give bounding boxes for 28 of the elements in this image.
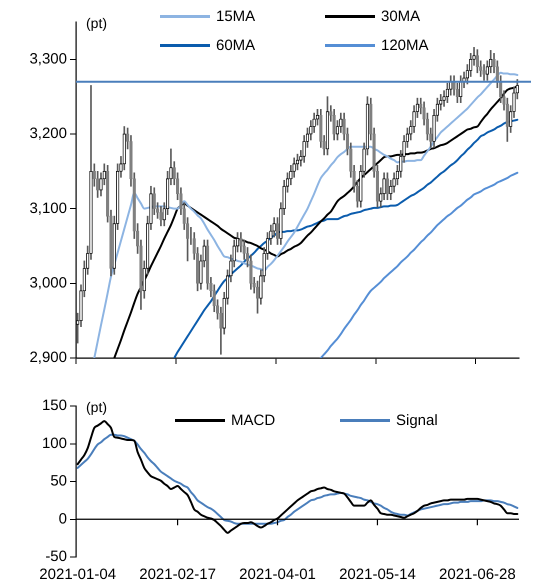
candlestick [326, 96, 330, 156]
legend-label: 120MA [381, 37, 429, 54]
y-tick-label: 3,300 [29, 50, 67, 68]
x-tick-label: 2021-06-28 [438, 566, 516, 584]
y-tick-label: 3,000 [29, 274, 67, 292]
y-axis-title: (pt) [86, 14, 107, 31]
candlestick [386, 172, 390, 200]
y-tick-label: 2,900 [29, 349, 67, 366]
y-tick-label: 3,200 [29, 125, 67, 142]
x-tick-label: 2021-01-04 [39, 566, 116, 584]
y-tick-label: 150 [42, 397, 67, 414]
x-tick-label: 2021-05-14 [339, 566, 416, 584]
y-tick-label: 50 [50, 472, 67, 490]
legend-label: MACD [231, 412, 276, 429]
y-tick-label: -50 [45, 548, 67, 566]
legend-label: 60MA [216, 37, 256, 54]
legend-label: Signal [396, 412, 438, 429]
x-tick-label: 2021-04-01 [239, 566, 316, 584]
y-tick-label: 100 [42, 434, 67, 452]
legend-label: 30MA [381, 8, 420, 25]
y-tick-label: 3,100 [29, 200, 67, 217]
y-tick-label: 0 [58, 510, 67, 528]
candlestick [482, 64, 486, 81]
y-axis-title: (pt) [86, 398, 107, 415]
legend-label: 15MA [216, 8, 256, 25]
x-tick-label: 2021-02-17 [139, 566, 216, 584]
candlestick [159, 206, 163, 226]
line-series [320, 172, 518, 358]
